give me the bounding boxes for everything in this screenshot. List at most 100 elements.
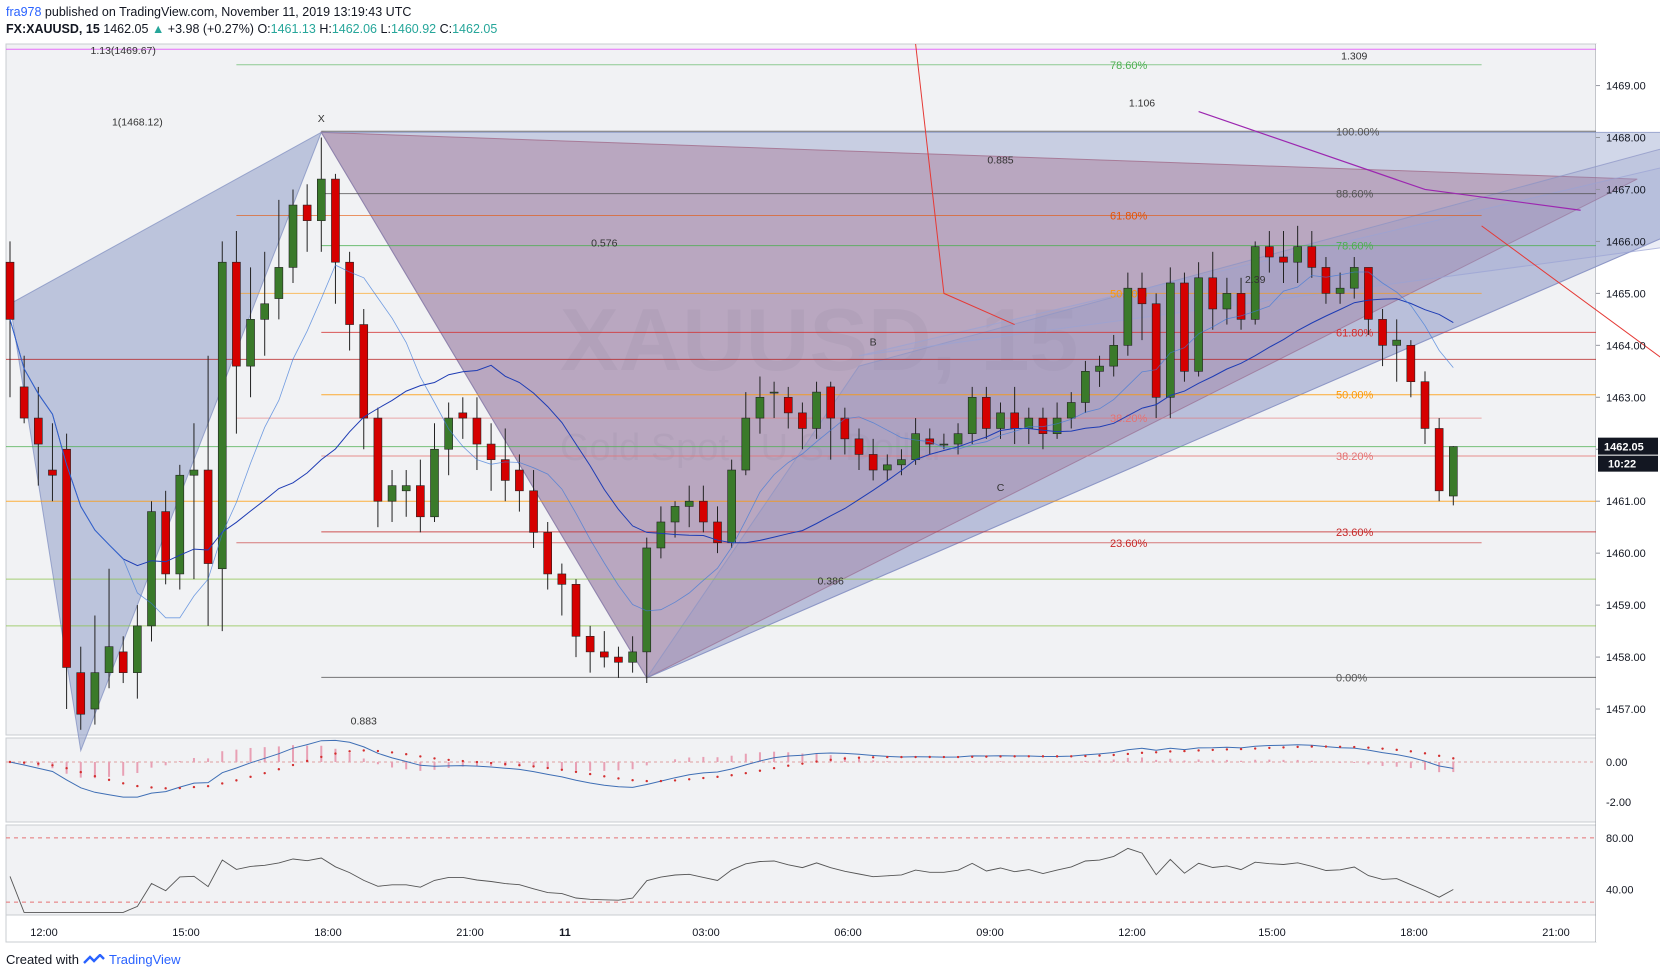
candle-body xyxy=(345,261,354,325)
harmonic-label: C xyxy=(997,482,1005,494)
inner-fib-label: 38.20% xyxy=(1110,413,1148,425)
harmonic-label: 0.576 xyxy=(591,238,617,250)
candle-body xyxy=(1250,246,1260,320)
macd-signal-dot xyxy=(1183,749,1186,753)
low-label: L: xyxy=(380,22,391,36)
candle-body xyxy=(543,532,553,575)
rsi-panel-bg xyxy=(5,824,1597,916)
harmonic-label: 1.13(1469.67) xyxy=(91,45,156,57)
macd-signal-dot xyxy=(1126,752,1130,756)
macd-signal-dot xyxy=(362,749,365,752)
macd-signal-dot xyxy=(376,749,380,753)
time-tick-label: 21:00 xyxy=(456,927,484,939)
ohlc-line: FX:XAUUSD, 15 1462.05 ▲ +3.98 (+0.27%) O… xyxy=(6,21,497,38)
macd-signal-dot xyxy=(1324,745,1328,748)
macd-signal-dot xyxy=(1254,747,1257,750)
macd-signal-dot xyxy=(1395,748,1398,752)
countdown-label: 10:22 xyxy=(1608,459,1636,471)
macd-signal-dot xyxy=(956,755,960,759)
candle-body xyxy=(1335,287,1345,294)
candle-body xyxy=(882,464,892,471)
macd-signal-dot xyxy=(8,760,12,764)
harmonic-label: 1.309 xyxy=(1341,51,1367,63)
harmonic-label: 0.386 xyxy=(818,575,844,587)
watermark-symbol: XAUUSD, 15 xyxy=(560,290,1078,389)
main-panel-bg xyxy=(5,43,1597,736)
candle-body xyxy=(48,469,57,476)
price-tick-label: 1464.00 xyxy=(1606,340,1646,352)
candle-body xyxy=(1392,339,1401,346)
candle-body xyxy=(90,672,100,710)
open-value: 1461.13 xyxy=(270,22,316,36)
macd-signal-dot xyxy=(871,756,875,759)
macd-signal-dot xyxy=(291,763,295,767)
symbol-label[interactable]: FX:XAUUSD, 15 xyxy=(6,22,100,36)
candle-body xyxy=(642,547,652,653)
publish-info: published on TradingView.com, November 1… xyxy=(41,5,412,19)
fib-label: 78.60% xyxy=(1336,241,1374,253)
macd-signal-dot xyxy=(843,757,847,760)
macd-signal-dot xyxy=(1140,751,1144,755)
macd-signal-dot xyxy=(489,761,493,765)
time-tick-label: 21:00 xyxy=(1542,927,1570,939)
price-tick-label: 1459.00 xyxy=(1606,600,1646,612)
candle-body xyxy=(118,651,128,673)
candle-body xyxy=(260,303,270,320)
macd-signal-dot xyxy=(334,752,337,755)
candle-body xyxy=(826,386,836,419)
macd-signal-dot xyxy=(1353,745,1356,749)
fib-label: 88.60% xyxy=(1336,189,1374,201)
harmonic-label: 1.106 xyxy=(1129,97,1155,109)
macd-signal-dot xyxy=(688,778,691,781)
candle-body xyxy=(5,261,15,320)
tradingview-link[interactable]: TradingView xyxy=(108,952,181,967)
macd-signal-dot xyxy=(1154,751,1158,754)
candle-body xyxy=(769,391,779,394)
price-tick-label: 1457.00 xyxy=(1606,704,1646,716)
candle-body xyxy=(571,584,581,637)
macd-signal-dot xyxy=(1452,757,1455,760)
macd-signal-dot xyxy=(51,764,54,767)
macd-signal-dot xyxy=(588,772,592,776)
ma-fast-line xyxy=(9,264,1454,619)
macd-signal-dot xyxy=(1084,754,1087,758)
macd-signal-dot xyxy=(985,755,988,758)
candle-body xyxy=(585,635,595,653)
candle-body xyxy=(373,417,383,502)
candle-body xyxy=(996,412,1005,429)
change-value: +3.98 (+0.27%) xyxy=(167,22,254,36)
time-tick-label: 06:00 xyxy=(834,927,862,939)
price-chart[interactable]: XAUUSD, 15 Gold Spot / U.S. Dollar 100.00%… xyxy=(0,0,1660,950)
candle-body xyxy=(316,178,326,221)
ma-purple-line xyxy=(1198,110,1581,211)
macd-tick-label: 0.00 xyxy=(1606,757,1627,769)
fib-label: 23.60% xyxy=(1336,527,1374,539)
harmonic-xab-left xyxy=(9,131,323,753)
macd-signal-dot xyxy=(107,778,111,782)
candle-body xyxy=(1279,256,1288,263)
macd-signal-dot xyxy=(574,770,578,774)
macd-signal-dot xyxy=(419,755,422,758)
macd-signal-dot xyxy=(631,779,634,782)
candle-body xyxy=(840,417,850,440)
macd-signal-dot xyxy=(1310,745,1314,748)
macd-signal-dot xyxy=(659,779,663,783)
macd-signal-dot xyxy=(178,786,181,790)
macd-signal-dot xyxy=(405,753,408,756)
macd-signal-dot xyxy=(348,750,351,753)
candle-body xyxy=(684,500,694,507)
macd-signal-dot xyxy=(1296,745,1299,749)
candle-body xyxy=(897,459,906,466)
red-trend-line xyxy=(915,43,1015,326)
macd-signal-dot xyxy=(37,762,40,765)
high-label: H: xyxy=(319,22,332,36)
candle-body xyxy=(628,651,637,663)
candle-body xyxy=(444,417,453,450)
macd-signal-dot xyxy=(221,782,224,785)
fib-label: 38.20% xyxy=(1336,451,1374,463)
macd-signal-dot xyxy=(999,755,1002,758)
candle-body xyxy=(1052,417,1062,434)
author-link[interactable]: fra978 xyxy=(6,5,42,19)
price-tick-label: 1467.00 xyxy=(1606,184,1646,196)
candle-body xyxy=(1194,277,1203,372)
